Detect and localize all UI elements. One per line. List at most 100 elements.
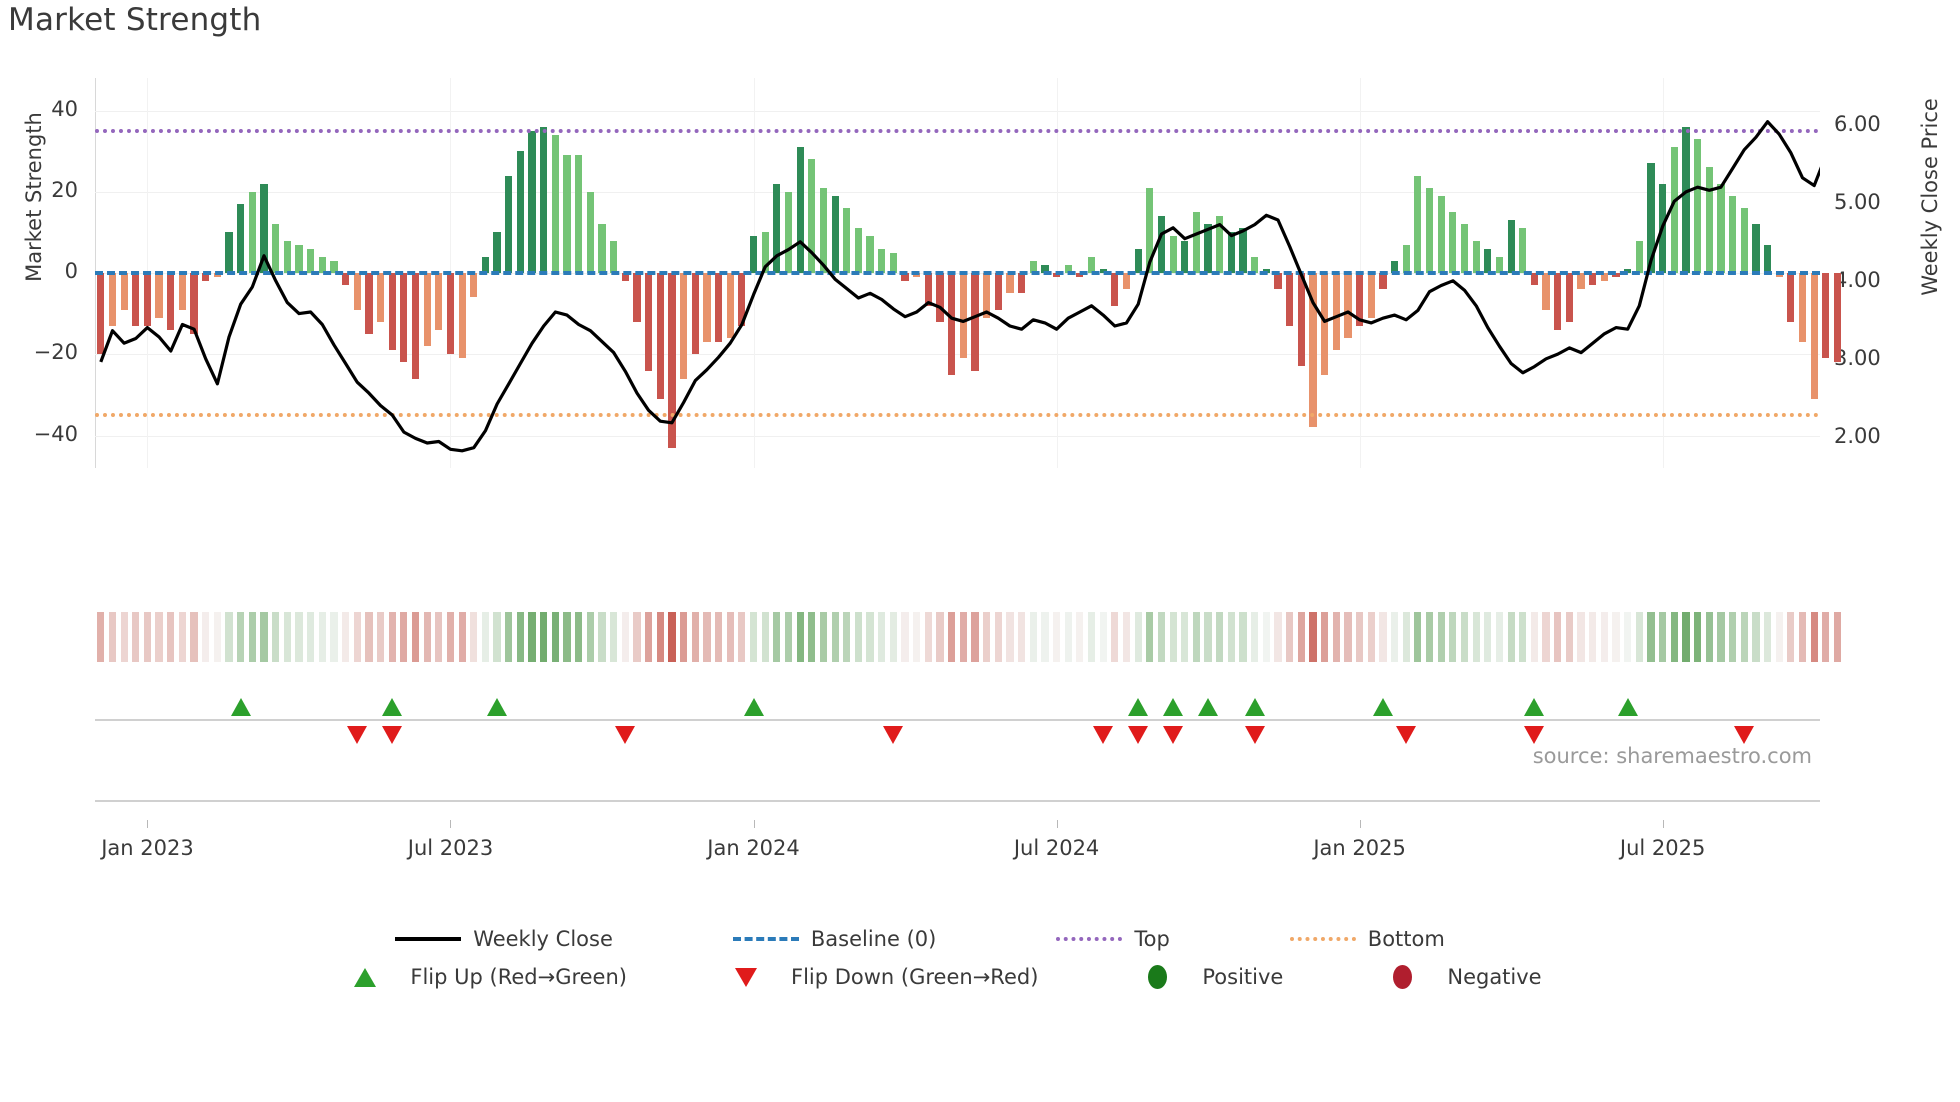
strength-bar (1437, 195, 1445, 273)
legend-item[interactable]: Positive (1124, 965, 1283, 989)
heatmap-cell (843, 612, 851, 662)
heatmap-cell (1833, 612, 1842, 662)
heatmap-cell (1099, 612, 1107, 662)
strength-bar (1519, 228, 1527, 273)
page-title: Market Strength (8, 2, 262, 38)
strength-bar (493, 232, 501, 273)
y-tick-right: 6.00 (1834, 112, 1881, 137)
x-tick-mark (1056, 820, 1058, 828)
strength-bar (1717, 183, 1725, 273)
y-tick-left: 40 (51, 96, 78, 121)
strength-bar (1297, 273, 1305, 367)
weekly-close-line (99, 120, 1820, 453)
heatmap-cell (1694, 612, 1702, 662)
strength-bar (1274, 273, 1282, 290)
legend-marker-swatch (1124, 965, 1190, 989)
strength-bar (1554, 273, 1562, 330)
legend-swatch (395, 928, 462, 950)
heatmap-cell (1542, 612, 1550, 662)
gridline (95, 110, 1820, 112)
heatmap-cell (1309, 612, 1317, 662)
strength-bar (1647, 163, 1655, 273)
strength-bar (1052, 273, 1061, 278)
heatmap-cell (1122, 612, 1131, 662)
flip-up-marker (1524, 698, 1545, 716)
heatmap-cell (1507, 612, 1515, 662)
heatmap-cell (1472, 612, 1480, 662)
strength-bar (167, 273, 175, 330)
strength-bar (1798, 273, 1807, 343)
strength-bar (1495, 256, 1504, 273)
flip-up-marker (1617, 698, 1638, 716)
legend-swatch (732, 928, 799, 950)
flip-markers-panel (95, 690, 1820, 750)
heatmap-cell (1705, 612, 1713, 662)
heatmap-cell (1041, 612, 1049, 662)
heatmap-cell (1565, 612, 1573, 662)
strength-bar (1262, 268, 1270, 273)
legend-label: Negative (1447, 965, 1542, 989)
strength-bar (1146, 187, 1154, 273)
legend-line-swatch (732, 937, 799, 941)
strength-bar (1390, 260, 1399, 273)
heatmap-cell (411, 612, 420, 662)
heatmap-cell (1495, 612, 1504, 662)
x-tick-mark (753, 820, 755, 828)
strength-bar (714, 273, 723, 343)
heatmap-cell (936, 612, 944, 662)
y-tick-right: 3.00 (1834, 346, 1881, 371)
heatmap-cell (948, 612, 956, 662)
legend-marker-swatch (1369, 965, 1435, 989)
flip-up-marker (382, 698, 403, 716)
heatmap-cell (1554, 612, 1562, 662)
strength-bar (435, 273, 443, 330)
heatmap-cell (645, 612, 653, 662)
legend-item[interactable]: Negative (1369, 965, 1542, 989)
strength-bar (854, 228, 863, 273)
flip-down-marker (1163, 726, 1184, 744)
heatmap-cell (341, 612, 350, 662)
heatmap-cell (714, 612, 723, 662)
strength-bar (1087, 256, 1096, 273)
strength-bar (843, 208, 851, 273)
flip-down-marker (615, 726, 636, 744)
flip-down-marker (1244, 726, 1265, 744)
heatmap-cell (1530, 612, 1539, 662)
legend-item[interactable]: Flip Down (Green→Red) (713, 965, 1038, 989)
strength-bar (155, 273, 163, 318)
triangle-down-icon (734, 967, 757, 987)
legend-item[interactable]: Top (1056, 927, 1170, 951)
strength-bar (621, 273, 629, 282)
heatmap-cell (388, 612, 396, 662)
strength-bar (808, 159, 816, 273)
legend-item[interactable]: Baseline (0) (732, 927, 936, 951)
legend-item[interactable]: Flip Up (Red→Green) (332, 965, 627, 989)
strength-bar (1833, 273, 1842, 363)
strength-bar (1017, 273, 1026, 294)
strength-bar (1064, 264, 1072, 273)
heatmap-cell (633, 612, 641, 662)
strength-bar (1122, 273, 1131, 290)
heatmap-cell (400, 612, 408, 662)
heatmap-cell (971, 612, 979, 662)
heatmap-cell (575, 612, 583, 662)
flip-up-marker (1163, 698, 1184, 716)
strength-bar (1670, 147, 1678, 273)
legend-item[interactable]: Bottom (1289, 927, 1445, 951)
heatmap-cell (784, 612, 793, 662)
strength-bar (633, 273, 641, 322)
strength-bar (948, 273, 956, 375)
strength-bar (1694, 138, 1702, 273)
heatmap-cell (1437, 612, 1445, 662)
strength-bar (1006, 273, 1014, 294)
strength-bar (1169, 236, 1177, 273)
strength-bar (959, 273, 967, 359)
heatmap-cell (1717, 612, 1725, 662)
heatmap-cell (1064, 612, 1072, 662)
reference-line-top (95, 128, 1820, 133)
strength-bar (1705, 167, 1713, 273)
strength-bar (878, 248, 886, 273)
legend-item[interactable]: Weekly Close (395, 927, 613, 951)
legend-marker-swatch (713, 967, 779, 987)
heatmap-cell (505, 612, 513, 662)
